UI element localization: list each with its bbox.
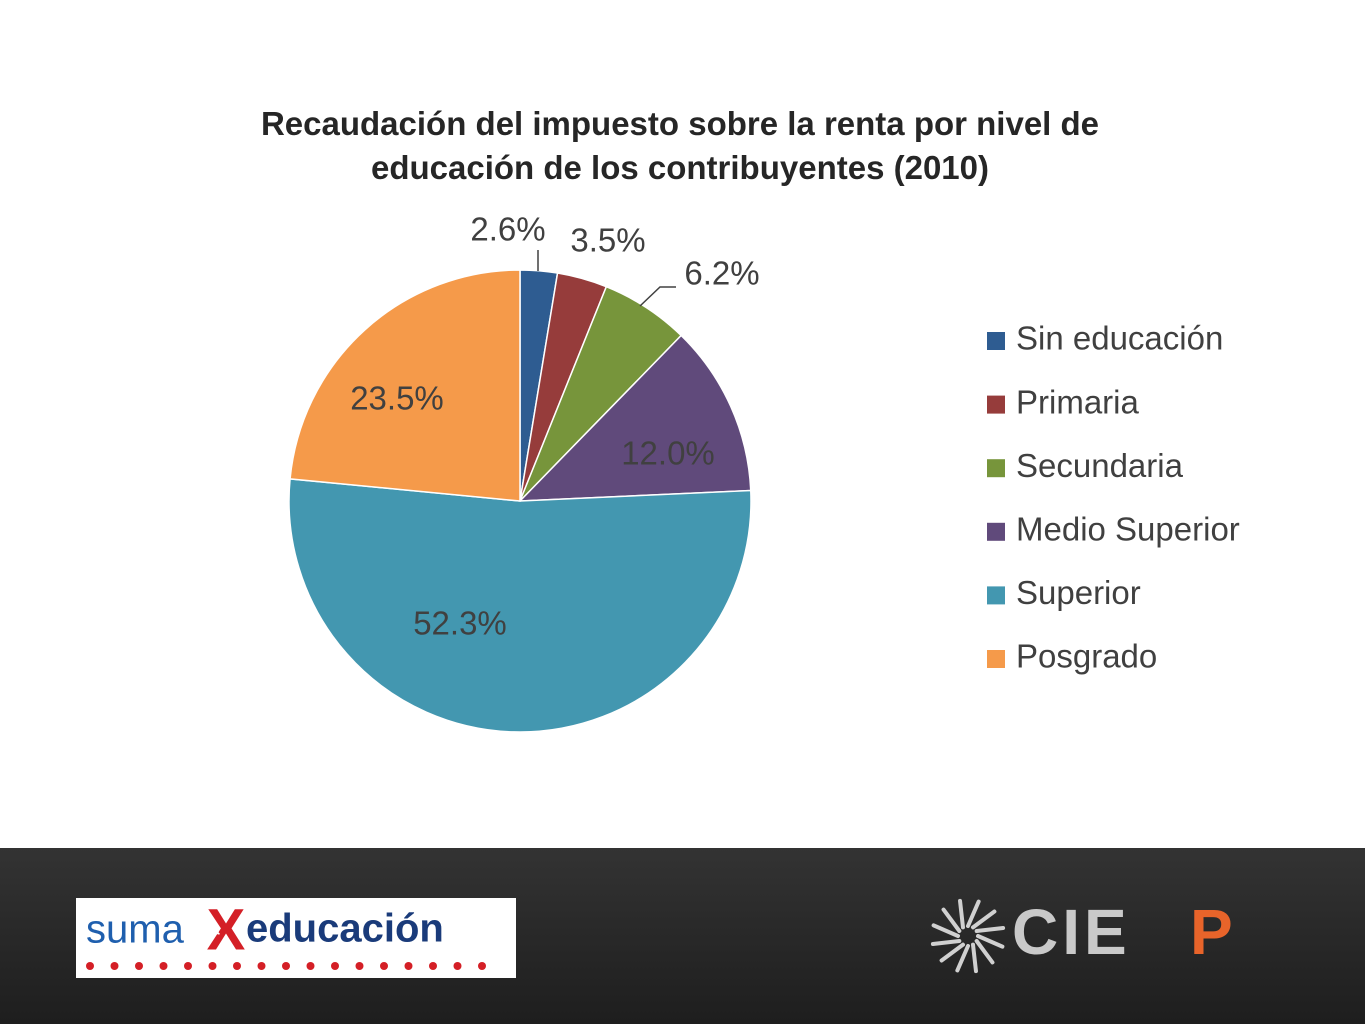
logo-ray: [931, 923, 960, 938]
legend-swatch: [987, 459, 1005, 478]
data-label: 2.6%: [470, 211, 545, 248]
legend-label: Secundaria: [1016, 447, 1184, 484]
logo-dot: [355, 962, 364, 970]
legend-swatch: [987, 650, 1005, 668]
logo-ray: [974, 939, 995, 965]
logo-dot: [257, 962, 266, 970]
logo-dot: [453, 962, 462, 970]
logo-x: X: [207, 897, 246, 962]
logo-dot: [404, 962, 413, 970]
logo-dot: [208, 962, 217, 970]
logo-dot: [380, 962, 388, 970]
logo-dot: [478, 962, 486, 970]
left-logo: suma X la educación: [76, 897, 516, 978]
legend-swatch: [987, 395, 1005, 414]
logo-dot: [429, 962, 437, 970]
right-logo: CIE P: [930, 896, 1233, 974]
data-label: 23.5%: [350, 380, 444, 417]
pie-slice: [289, 269, 521, 502]
legend-swatch: [987, 522, 1005, 541]
logo-box: [76, 898, 516, 978]
logo-dots: [86, 962, 486, 970]
legend-label: Medio Superior: [1016, 511, 1240, 548]
logo-dot: [135, 962, 143, 970]
data-label: 6.2%: [684, 255, 759, 292]
logo-dot: [184, 962, 192, 970]
logo-ray: [966, 899, 981, 928]
pie-slice: [288, 478, 752, 733]
logo-suma: suma: [86, 908, 185, 952]
legend-swatch: [987, 586, 1005, 605]
logo-dot: [86, 962, 94, 970]
data-label: 52.3%: [413, 605, 507, 642]
logo-ray: [955, 944, 970, 973]
logo-cie: CIE: [1012, 896, 1131, 968]
data-label: 3.5%: [570, 222, 645, 259]
chart-title: Recaudación del impuesto sobre la renta …: [260, 105, 1100, 186]
pie-slice: [518, 334, 752, 502]
legend-label: Posgrado: [1016, 638, 1157, 675]
logo-ray: [939, 942, 965, 963]
legend-label: Superior: [1016, 574, 1141, 611]
logo-dot: [233, 962, 241, 970]
logo-dot: [110, 962, 119, 970]
logo-dot: [159, 962, 168, 970]
logo-dot: [282, 962, 290, 970]
legend-label: Primaria: [1016, 383, 1139, 420]
logo-burst: [930, 898, 1006, 974]
logo-educacion: educación: [246, 907, 444, 951]
logo-ray: [974, 926, 1006, 933]
logo-ray: [958, 898, 965, 930]
logo-p: P: [1190, 896, 1233, 968]
data-label: 12.0%: [621, 435, 715, 472]
legend-label: Sin educación: [1016, 320, 1223, 357]
logo-ray: [976, 934, 1005, 949]
logo-la: la: [208, 922, 220, 938]
logo-ray: [930, 939, 962, 946]
logo-ray: [971, 909, 997, 930]
logo-dot: [331, 962, 339, 970]
legend-swatch: [987, 332, 1005, 350]
logo-ray: [971, 942, 978, 974]
logo-dot: [306, 962, 315, 970]
leader-line: [639, 286, 676, 307]
logo-ray: [941, 907, 962, 933]
